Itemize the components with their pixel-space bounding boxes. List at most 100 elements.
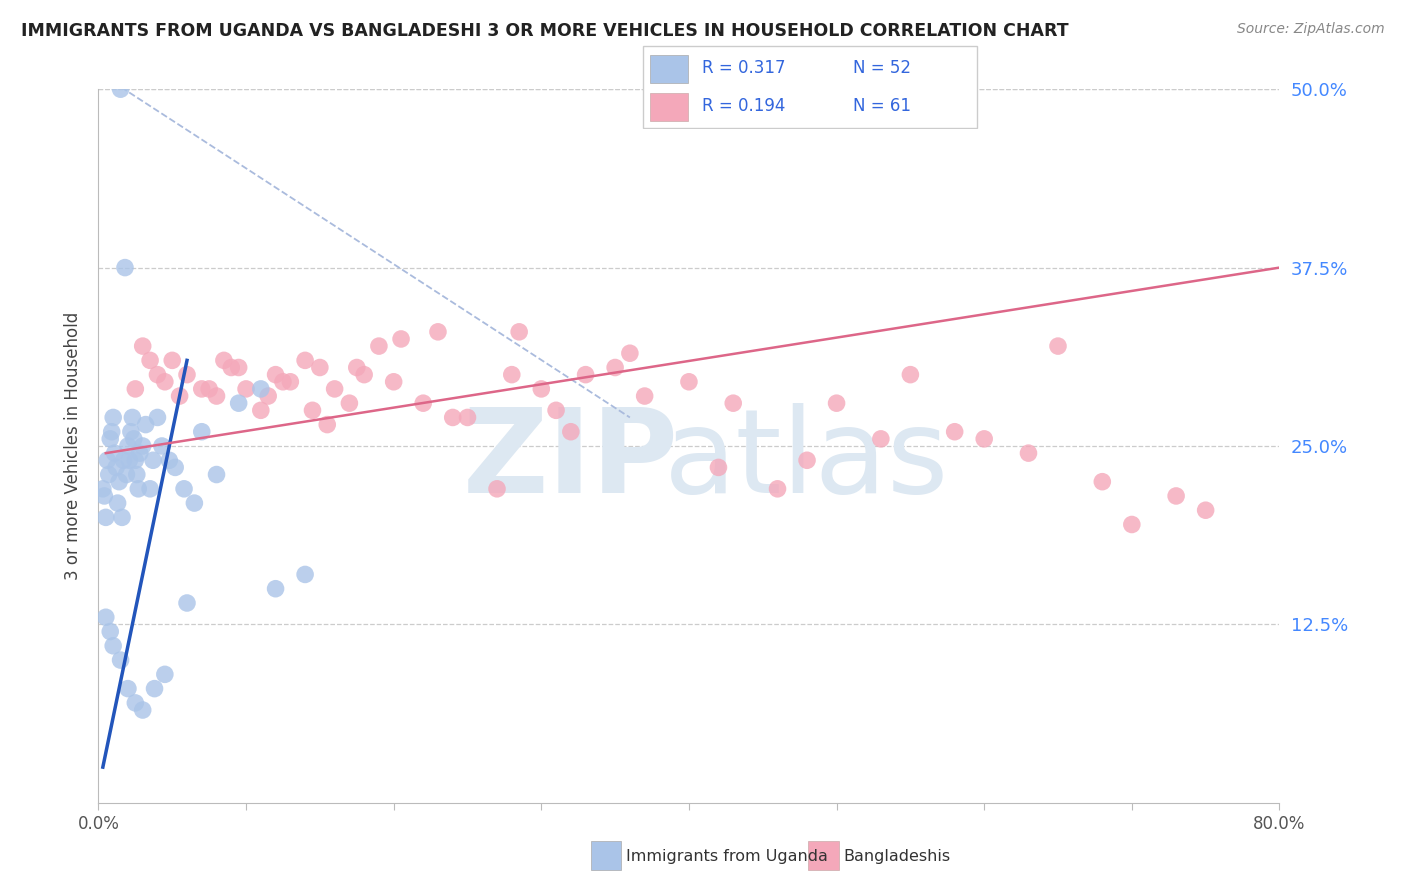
Point [264, 368, 287, 382]
Point [94, 510, 117, 524]
Point [142, 453, 165, 467]
Point [122, 432, 145, 446]
Point [121, 410, 143, 425]
Point [176, 596, 198, 610]
Point [111, 510, 134, 524]
Point [93, 489, 115, 503]
Point [173, 482, 195, 496]
Point [530, 382, 553, 396]
Y-axis label: 3 or more Vehicles in Household: 3 or more Vehicles in Household [63, 312, 82, 580]
Point [633, 389, 655, 403]
Point [115, 467, 138, 482]
Point [869, 432, 891, 446]
Point [1046, 339, 1069, 353]
Point [235, 382, 257, 396]
Text: R = 0.194: R = 0.194 [702, 97, 785, 115]
Point [176, 368, 198, 382]
Point [98, 624, 121, 639]
Point [1164, 489, 1187, 503]
Point [501, 368, 523, 382]
Point [766, 482, 789, 496]
Point [368, 339, 391, 353]
Point [110, 82, 132, 96]
Point [112, 453, 135, 467]
Point [323, 382, 346, 396]
Point [212, 353, 235, 368]
Point [228, 360, 250, 375]
Text: R = 0.317: R = 0.317 [702, 60, 785, 78]
Point [605, 360, 627, 375]
Point [205, 389, 228, 403]
Point [707, 460, 730, 475]
Point [294, 353, 316, 368]
Point [107, 496, 129, 510]
Point [139, 482, 162, 496]
Text: IMMIGRANTS FROM UGANDA VS BANGLADESHI 3 OR MORE VEHICLES IN HOUSEHOLD CORRELATIO: IMMIGRANTS FROM UGANDA VS BANGLADESHI 3 … [21, 22, 1069, 40]
Point [124, 696, 146, 710]
Point [157, 453, 180, 467]
Point [108, 475, 131, 489]
Text: Source: ZipAtlas.com: Source: ZipAtlas.com [1237, 22, 1385, 37]
Point [900, 368, 922, 382]
Point [117, 439, 139, 453]
Point [723, 396, 745, 410]
Text: N = 61: N = 61 [853, 97, 911, 115]
Point [98, 432, 121, 446]
Point [619, 346, 641, 360]
Point [132, 339, 155, 353]
Point [127, 482, 149, 496]
Point [169, 389, 191, 403]
FancyBboxPatch shape [643, 46, 977, 128]
Point [456, 410, 478, 425]
Point [825, 396, 848, 410]
Point [165, 460, 187, 475]
Point [219, 360, 243, 375]
Point [353, 368, 375, 382]
Point [198, 382, 221, 396]
Point [124, 453, 146, 467]
Point [301, 403, 323, 417]
Point [228, 396, 250, 410]
Text: atlas: atlas [665, 403, 949, 517]
Point [91, 482, 114, 496]
Point [114, 260, 136, 275]
Point [135, 417, 157, 432]
Point [94, 610, 117, 624]
Point [1195, 503, 1218, 517]
Point [103, 410, 125, 425]
Point [100, 425, 122, 439]
Point [309, 360, 332, 375]
Point [162, 353, 183, 368]
Text: Bangladeshis: Bangladeshis [844, 849, 950, 863]
Point [183, 496, 205, 510]
Point [412, 396, 434, 410]
Point [250, 382, 273, 396]
Point [346, 360, 368, 375]
Point [132, 703, 155, 717]
Point [250, 403, 273, 417]
Point [943, 425, 966, 439]
Point [124, 382, 146, 396]
Point [143, 681, 166, 696]
Point [389, 332, 412, 346]
Point [118, 453, 141, 467]
Point [271, 375, 294, 389]
Text: ZIP: ZIP [463, 403, 679, 517]
Text: Immigrants from Uganda: Immigrants from Uganda [626, 849, 828, 863]
Point [191, 382, 214, 396]
Point [191, 425, 214, 439]
Point [150, 439, 173, 453]
Point [337, 396, 360, 410]
Point [110, 653, 132, 667]
Point [1121, 517, 1143, 532]
Point [104, 446, 127, 460]
Point [117, 681, 139, 696]
Point [103, 639, 125, 653]
Point [132, 439, 155, 453]
Point [678, 375, 700, 389]
Point [973, 432, 995, 446]
Point [382, 375, 405, 389]
Point [125, 467, 148, 482]
FancyBboxPatch shape [650, 93, 688, 120]
Point [1091, 475, 1114, 489]
